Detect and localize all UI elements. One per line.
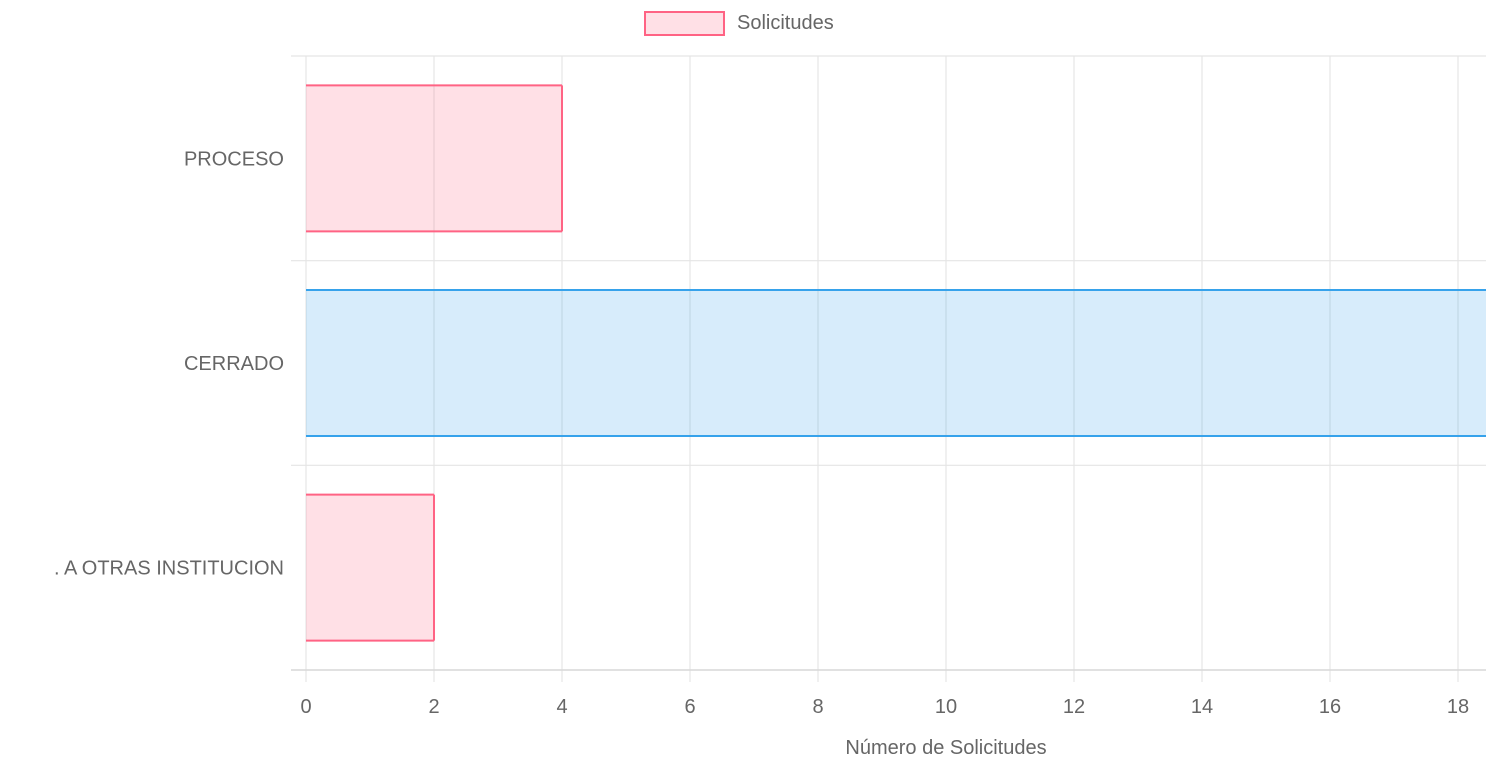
x-axis-title: Número de Solicitudes xyxy=(845,737,1046,759)
x-tick-label: 6 xyxy=(684,696,695,718)
bar-transferida-a-otras-instituciones xyxy=(306,493,435,642)
bars xyxy=(306,84,1486,642)
x-tick-label: 10 xyxy=(935,696,957,718)
legend-label[interactable]: Solicitudes xyxy=(737,12,834,34)
y-tick-label: CERRADO xyxy=(184,353,284,375)
axes: 0 2 4 6 8 10 12 14 16 18 PROCESO CERRADO . A OTRAS I… xyxy=(54,148,1486,718)
x-tick-label: 18 xyxy=(1447,696,1469,718)
bar-proceso xyxy=(306,84,563,233)
x-tick-label: 16 xyxy=(1319,696,1341,718)
x-tick-label: 0 xyxy=(300,696,311,718)
bar-fill xyxy=(306,494,434,641)
x-tick-label: 8 xyxy=(812,696,823,718)
legend[interactable]: Solicitudes xyxy=(644,11,834,36)
x-tick-label: 14 xyxy=(1191,696,1213,718)
x-tick-label: 4 xyxy=(556,696,567,718)
x-tick-label: 12 xyxy=(1063,696,1085,718)
legend-swatch[interactable] xyxy=(644,11,725,36)
y-tick-label: PROCESO xyxy=(184,148,284,170)
y-tick-label: . A OTRAS INSTITUCION xyxy=(54,558,284,580)
bar-cerrado xyxy=(306,289,1486,437)
bar-fill xyxy=(306,290,1486,436)
grid-lines xyxy=(291,55,1486,682)
x-tick-label: 2 xyxy=(428,696,439,718)
bar-fill xyxy=(306,85,562,232)
